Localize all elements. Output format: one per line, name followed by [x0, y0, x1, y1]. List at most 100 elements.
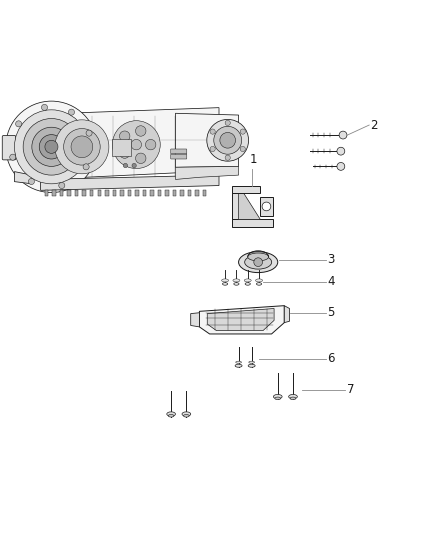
Text: 5: 5	[327, 306, 334, 319]
Circle shape	[16, 121, 22, 127]
Circle shape	[120, 148, 130, 158]
Circle shape	[39, 135, 64, 159]
Ellipse shape	[249, 361, 254, 364]
Circle shape	[337, 147, 345, 155]
Text: 2: 2	[371, 118, 378, 132]
Circle shape	[113, 120, 160, 168]
Ellipse shape	[168, 415, 174, 417]
Circle shape	[225, 155, 230, 160]
Circle shape	[59, 182, 65, 189]
Circle shape	[64, 128, 100, 165]
Circle shape	[68, 109, 74, 115]
Circle shape	[131, 140, 141, 150]
Circle shape	[337, 163, 345, 171]
Polygon shape	[232, 220, 272, 228]
Ellipse shape	[289, 394, 297, 399]
Circle shape	[71, 136, 93, 158]
Text: 1: 1	[250, 154, 258, 166]
Ellipse shape	[244, 279, 251, 282]
Ellipse shape	[248, 253, 268, 261]
Ellipse shape	[223, 282, 228, 285]
Ellipse shape	[184, 415, 189, 417]
Ellipse shape	[256, 282, 261, 285]
Circle shape	[220, 133, 236, 148]
Polygon shape	[150, 190, 154, 196]
Polygon shape	[176, 166, 239, 180]
Polygon shape	[98, 190, 101, 196]
Ellipse shape	[235, 364, 242, 367]
Circle shape	[240, 147, 245, 151]
Ellipse shape	[275, 397, 281, 400]
Polygon shape	[45, 190, 48, 196]
Polygon shape	[41, 175, 219, 190]
Circle shape	[28, 179, 35, 184]
Circle shape	[6, 101, 97, 192]
Circle shape	[135, 153, 146, 164]
Circle shape	[55, 120, 109, 174]
Polygon shape	[120, 190, 124, 196]
Ellipse shape	[248, 364, 255, 367]
Polygon shape	[105, 190, 109, 196]
Circle shape	[207, 119, 249, 161]
Polygon shape	[232, 192, 239, 220]
Polygon shape	[239, 193, 260, 220]
Polygon shape	[41, 108, 219, 180]
Polygon shape	[53, 190, 56, 196]
Text: 4: 4	[327, 275, 335, 288]
Circle shape	[145, 140, 156, 150]
FancyBboxPatch shape	[171, 149, 187, 154]
Polygon shape	[188, 190, 191, 196]
Text: 7: 7	[346, 383, 354, 396]
Circle shape	[83, 164, 89, 170]
Circle shape	[254, 258, 262, 266]
Circle shape	[214, 126, 242, 154]
Polygon shape	[180, 190, 184, 196]
Circle shape	[120, 131, 130, 141]
Ellipse shape	[222, 279, 229, 282]
Circle shape	[135, 126, 146, 136]
Polygon shape	[173, 190, 176, 196]
Polygon shape	[67, 190, 71, 196]
Ellipse shape	[167, 412, 176, 416]
Circle shape	[225, 120, 230, 125]
Circle shape	[86, 130, 92, 136]
Polygon shape	[14, 172, 32, 184]
FancyBboxPatch shape	[2, 135, 16, 160]
Polygon shape	[260, 197, 272, 216]
Circle shape	[23, 118, 80, 175]
Polygon shape	[135, 190, 138, 196]
Polygon shape	[176, 114, 239, 167]
Circle shape	[42, 104, 48, 110]
Polygon shape	[113, 190, 116, 196]
Circle shape	[132, 163, 136, 168]
Circle shape	[123, 163, 127, 168]
Polygon shape	[191, 313, 199, 327]
Polygon shape	[158, 190, 161, 196]
Circle shape	[339, 131, 347, 139]
Polygon shape	[195, 190, 199, 196]
Polygon shape	[127, 190, 131, 196]
Ellipse shape	[290, 397, 296, 400]
Ellipse shape	[239, 252, 278, 272]
Ellipse shape	[182, 412, 191, 416]
Ellipse shape	[234, 282, 239, 285]
FancyBboxPatch shape	[112, 139, 131, 156]
Circle shape	[210, 129, 215, 134]
Ellipse shape	[245, 255, 272, 269]
Ellipse shape	[255, 279, 262, 282]
Ellipse shape	[233, 279, 240, 282]
Text: 3: 3	[327, 254, 334, 266]
Polygon shape	[90, 190, 93, 196]
Polygon shape	[232, 186, 260, 193]
Polygon shape	[60, 190, 64, 196]
Polygon shape	[199, 305, 284, 334]
Ellipse shape	[236, 361, 241, 364]
FancyBboxPatch shape	[171, 154, 187, 159]
Ellipse shape	[273, 394, 282, 399]
Circle shape	[14, 110, 88, 184]
Circle shape	[210, 147, 215, 151]
Polygon shape	[284, 305, 290, 322]
Circle shape	[262, 202, 271, 211]
Polygon shape	[207, 309, 274, 330]
Circle shape	[45, 140, 58, 154]
